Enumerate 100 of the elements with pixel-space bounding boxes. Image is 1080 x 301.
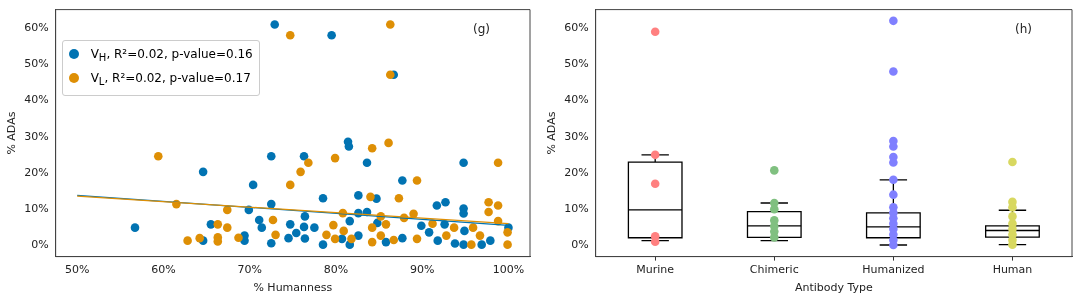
- point: [432, 201, 442, 210]
- point: [417, 221, 426, 231]
- point: [285, 31, 295, 40]
- annotation: (g): [473, 21, 490, 36]
- legend-label: V$_{H}$, R²=0.02, p-value=0.16: [90, 46, 253, 63]
- point: [493, 158, 503, 168]
- point: [389, 235, 399, 245]
- point: [384, 138, 393, 148]
- y-tick-label: 0%: [31, 238, 49, 252]
- x-tick-label: Chimeric: [749, 263, 799, 277]
- point: [484, 197, 493, 207]
- point: [385, 70, 395, 80]
- point: [300, 212, 310, 221]
- y-tick-label: 40%: [564, 93, 589, 107]
- point: [296, 167, 305, 177]
- x-axis-title: % Humanness: [253, 281, 333, 295]
- point: [484, 207, 493, 217]
- y-tick-label: 0%: [571, 238, 589, 252]
- point: [327, 31, 336, 40]
- point: [130, 223, 140, 232]
- point: [254, 215, 264, 225]
- point: [322, 230, 331, 240]
- y-axis-title: % ADAs: [5, 111, 19, 155]
- x-tick-label: Human: [992, 263, 1033, 277]
- point: [183, 236, 192, 245]
- point: [266, 238, 276, 248]
- point: [381, 237, 391, 247]
- point: [367, 237, 377, 247]
- point: [248, 180, 258, 190]
- point: [394, 193, 404, 203]
- point: [477, 240, 486, 249]
- point: [367, 223, 377, 232]
- point: [330, 234, 340, 244]
- point: [424, 228, 434, 237]
- point: [291, 228, 301, 238]
- point: [433, 236, 443, 245]
- point: [347, 234, 356, 244]
- point: [503, 240, 512, 249]
- y-tick-label: 20%: [564, 165, 589, 179]
- y-tick-label: 60%: [24, 20, 49, 34]
- point: [354, 231, 363, 240]
- point: [304, 158, 313, 168]
- annotation: (h): [1015, 21, 1032, 36]
- point: [310, 223, 319, 232]
- point: [398, 176, 407, 185]
- x-tick-label: Murine: [636, 263, 675, 277]
- point: [376, 231, 386, 240]
- point: [381, 220, 391, 229]
- point: [385, 20, 395, 29]
- point: [318, 240, 328, 249]
- point: [468, 223, 478, 232]
- x-axis-title: Antibody Type: [794, 281, 873, 295]
- point: [467, 240, 476, 249]
- point: [442, 231, 451, 240]
- point: [475, 231, 485, 240]
- legend-label: V$_{L}$, R²=0.02, p-value=0.17: [90, 70, 251, 88]
- y-tick-label: 50%: [24, 57, 49, 71]
- point: [222, 223, 232, 232]
- point: [195, 233, 204, 243]
- y-tick-label: 10%: [24, 202, 49, 216]
- x-tick-label: 60%: [151, 263, 176, 277]
- x-tick-label: 50%: [64, 263, 90, 277]
- point: [503, 228, 512, 237]
- point: [449, 223, 459, 232]
- y-tick-label: 60%: [564, 20, 589, 34]
- point: [367, 144, 377, 153]
- point: [266, 199, 276, 209]
- point: [329, 220, 338, 230]
- point: [234, 233, 243, 243]
- point: [300, 234, 310, 243]
- x-tick-label: 90%: [409, 263, 435, 277]
- y-tick-label: 30%: [24, 129, 49, 143]
- point: [409, 209, 418, 219]
- point: [450, 239, 460, 248]
- point: [412, 176, 422, 185]
- point: [284, 233, 293, 243]
- point: [366, 192, 375, 202]
- point: [213, 220, 223, 229]
- point: [198, 167, 208, 177]
- point: [441, 197, 450, 207]
- point: [206, 220, 216, 229]
- point: [354, 191, 363, 200]
- point: [299, 222, 309, 232]
- point: [486, 236, 495, 245]
- y-tick-label: 40%: [24, 93, 49, 107]
- point: [213, 237, 223, 246]
- point: [266, 151, 276, 161]
- point: [285, 220, 295, 229]
- point: [362, 158, 372, 168]
- point: [285, 180, 295, 190]
- x-tick-label: 100%: [492, 263, 525, 277]
- point: [459, 158, 468, 168]
- y-tick-label: 50%: [564, 57, 589, 71]
- point: [493, 201, 503, 210]
- y-tick-label: 20%: [24, 165, 49, 179]
- point: [318, 193, 328, 203]
- point: [153, 151, 163, 161]
- x-tick-label: Humanized: [862, 263, 925, 277]
- x-tick-label: 70%: [237, 263, 262, 277]
- point: [339, 226, 349, 236]
